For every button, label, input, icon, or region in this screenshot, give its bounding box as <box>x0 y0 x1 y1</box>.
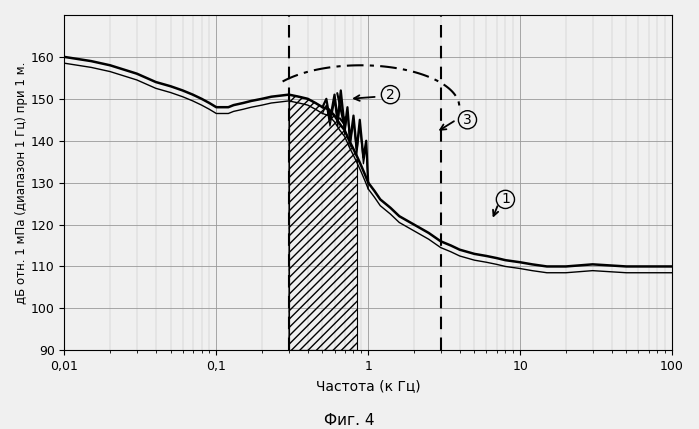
Text: 3: 3 <box>463 113 472 127</box>
Y-axis label: дБ отн. 1 мПа (диапазон 1 Гц) при 1 м.: дБ отн. 1 мПа (диапазон 1 Гц) при 1 м. <box>15 61 28 304</box>
Text: Фиг. 4: Фиг. 4 <box>324 413 375 428</box>
Text: 2: 2 <box>386 88 395 102</box>
Text: 1: 1 <box>501 192 510 206</box>
X-axis label: Частота (к Гц): Частота (к Гц) <box>316 378 421 393</box>
